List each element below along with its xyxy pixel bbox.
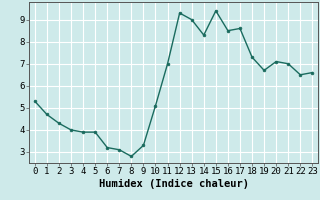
X-axis label: Humidex (Indice chaleur): Humidex (Indice chaleur)	[99, 179, 249, 189]
